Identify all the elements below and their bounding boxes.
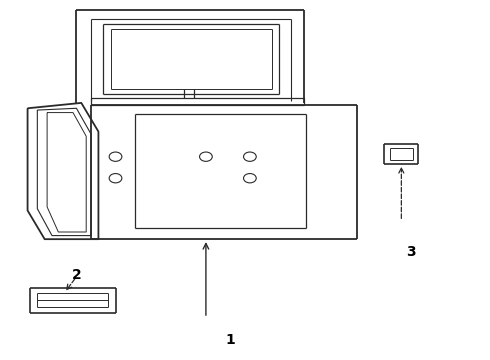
Text: 3: 3	[406, 245, 416, 259]
Text: 2: 2	[72, 268, 81, 282]
Text: 1: 1	[225, 333, 235, 347]
